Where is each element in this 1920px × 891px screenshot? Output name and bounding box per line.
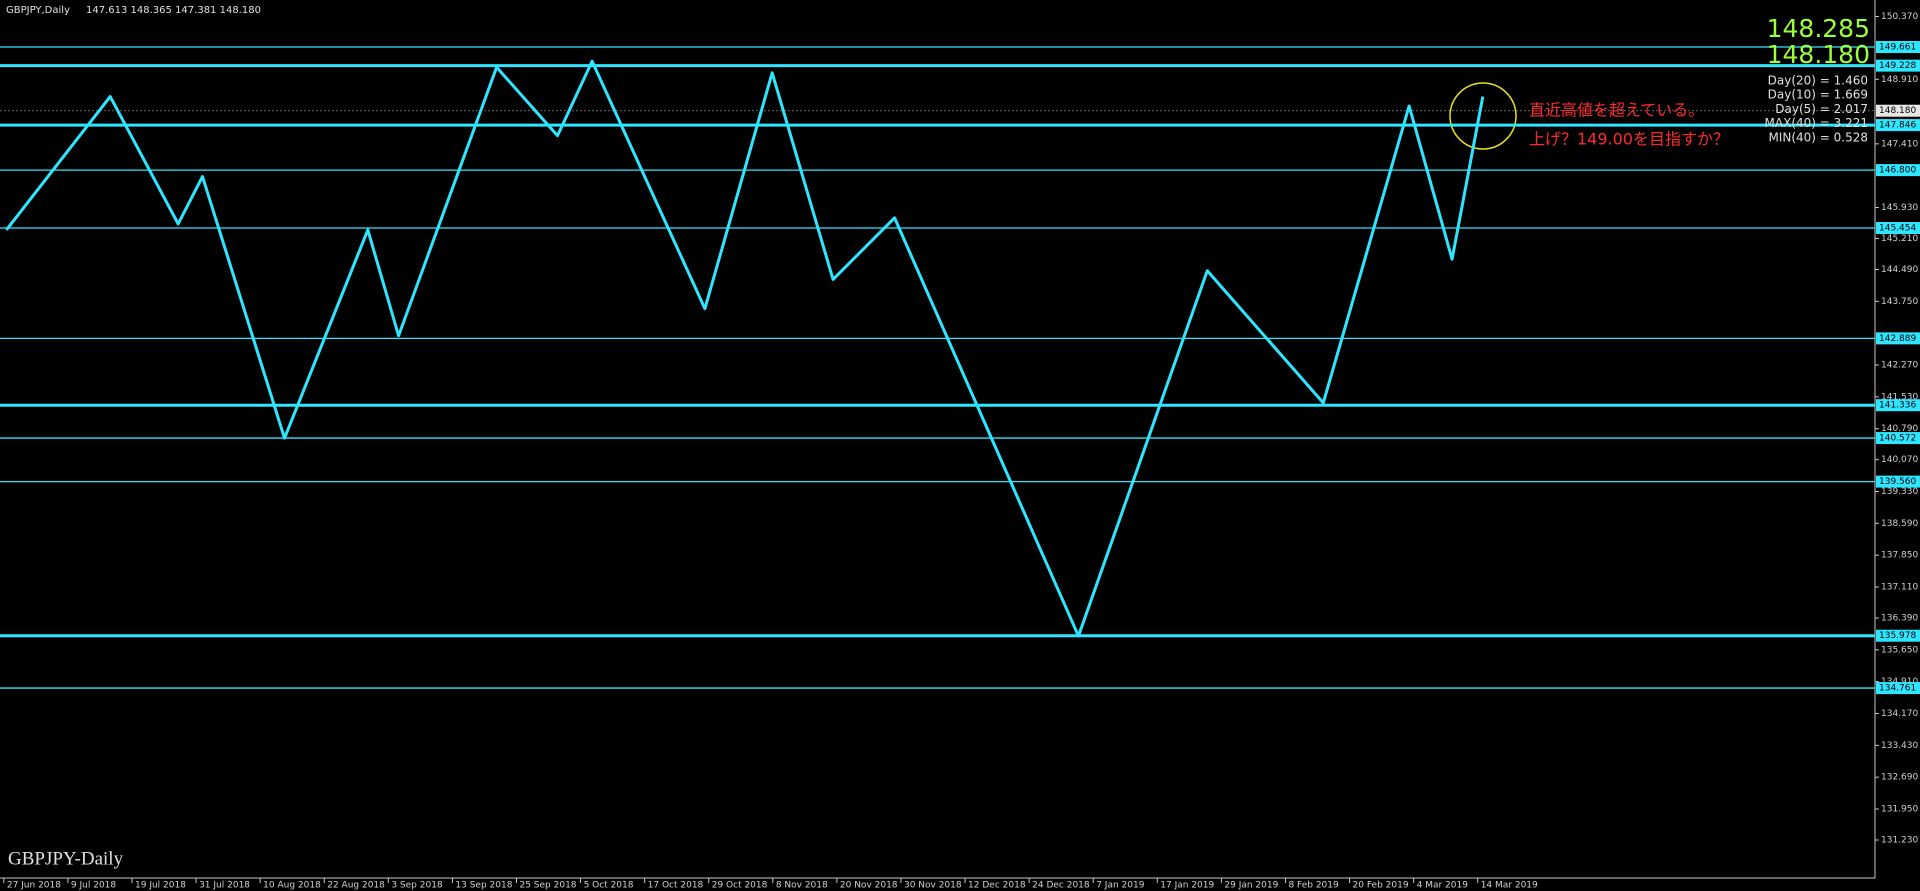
- y-tick-label: 134.170: [1881, 709, 1918, 719]
- level-label: 145.454: [1879, 224, 1916, 234]
- quote-price: 148.285: [1767, 14, 1870, 43]
- x-tick-label: 29 Jan 2019: [1224, 881, 1278, 891]
- volatility-stat: MAX(40) = 3.221: [1765, 116, 1868, 130]
- level-tag: [1876, 432, 1920, 445]
- quote-price: 148.180: [1767, 40, 1870, 69]
- y-tick-label: 147.410: [1881, 139, 1918, 149]
- highlight-circle: [1449, 82, 1517, 150]
- bid-label: 148.180: [1879, 106, 1916, 116]
- x-tick-label: 12 Dec 2018: [968, 881, 1026, 891]
- volatility-stat: Day(10) = 1.669: [1768, 88, 1868, 102]
- level-label: 149.228: [1879, 61, 1916, 71]
- level-label: 139.560: [1879, 477, 1916, 487]
- x-tick-label: 24 Dec 2018: [1032, 881, 1090, 891]
- volatility-stat: Day(20) = 1.460: [1768, 74, 1868, 88]
- x-tick-label: 9 Jul 2018: [71, 881, 116, 891]
- level-tag: [1876, 475, 1920, 488]
- x-tick-label: 25 Sep 2018: [519, 881, 576, 891]
- level-label: 147.846: [1879, 121, 1916, 131]
- level-tag: [1876, 629, 1920, 642]
- level-tag: [1876, 332, 1920, 345]
- y-tick-label: 133.430: [1881, 741, 1918, 751]
- level-label: 134.761: [1879, 684, 1916, 694]
- y-tick-label: 136.390: [1881, 613, 1918, 623]
- x-tick-label: 4 Mar 2019: [1417, 881, 1469, 891]
- y-tick-label: 132.690: [1881, 773, 1918, 783]
- y-tick-label: 143.750: [1881, 297, 1918, 307]
- volatility-stat: MIN(40) = 0.528: [1768, 130, 1868, 144]
- bid-tag: [1876, 104, 1920, 117]
- y-tick-label: 148.910: [1881, 75, 1918, 85]
- ohlc: 147.613 148.365 147.381 148.180: [86, 5, 261, 16]
- x-tick-label: 22 Aug 2018: [327, 881, 385, 891]
- level-tag: [1876, 59, 1920, 72]
- x-tick-label: 17 Oct 2018: [648, 881, 704, 891]
- y-tick-label: 140.790: [1881, 424, 1918, 434]
- level-label: 141.336: [1879, 401, 1916, 411]
- level-tag: [1876, 164, 1920, 177]
- volatility-stat: Day(5) = 2.017: [1775, 102, 1868, 116]
- y-tick-label: 145.210: [1881, 234, 1918, 244]
- level-label: 146.800: [1879, 166, 1916, 176]
- y-tick-label: 131.230: [1881, 836, 1918, 846]
- annotation: 上げ？149.00を目指すか？: [1529, 130, 1729, 149]
- y-tick-label: 138.590: [1881, 519, 1918, 529]
- y-tick-label: 135.650: [1881, 645, 1918, 655]
- x-tick-label: 17 Jan 2019: [1160, 881, 1214, 891]
- x-tick-label: 30 Nov 2018: [904, 881, 962, 891]
- level-tag: [1876, 399, 1920, 412]
- x-tick-label: 7 Jan 2019: [1096, 881, 1144, 891]
- x-tick-label: 29 Oct 2018: [712, 881, 768, 891]
- y-tick-label: 137.850: [1881, 551, 1918, 561]
- level-tag: [1876, 41, 1920, 54]
- level-tag: [1876, 222, 1920, 235]
- level-label: 135.978: [1879, 631, 1916, 641]
- x-tick-label: 27 Jun 2018: [7, 881, 61, 891]
- x-tick-label: 8 Nov 2018: [776, 881, 828, 891]
- x-tick-label: 5 Oct 2018: [584, 881, 634, 891]
- y-tick-label: 142.270: [1881, 361, 1918, 371]
- level-tag: [1876, 682, 1920, 695]
- level-label: 140.572: [1879, 434, 1916, 444]
- y-tick-label: 145.930: [1881, 203, 1918, 213]
- x-tick-label: 8 Feb 2019: [1288, 881, 1339, 891]
- y-tick-label: 140.070: [1881, 455, 1918, 465]
- level-tag: [1876, 119, 1920, 132]
- y-tick-label: 144.490: [1881, 265, 1918, 275]
- x-tick-label: 20 Nov 2018: [840, 881, 898, 891]
- y-tick-label: 141.530: [1881, 392, 1918, 402]
- x-tick-label: 31 Jul 2018: [199, 881, 250, 891]
- x-tick-label: 20 Feb 2019: [1353, 881, 1409, 891]
- x-tick-label: 13 Sep 2018: [455, 881, 512, 891]
- level-label: 149.661: [1879, 43, 1916, 53]
- level-label: 142.889: [1879, 334, 1916, 344]
- annotation: 直近高値を超えている。: [1529, 101, 1704, 120]
- y-tick-label: 131.950: [1881, 805, 1918, 815]
- x-tick-label: 19 Jul 2018: [135, 881, 186, 891]
- y-tick-label: 137.110: [1881, 583, 1918, 593]
- x-tick-label: 3 Sep 2018: [391, 881, 443, 891]
- y-tick-label: 150.370: [1881, 12, 1918, 22]
- symbol-title: GBPJPY,Daily: [6, 5, 70, 16]
- x-tick-label: 14 Mar 2019: [1481, 881, 1538, 891]
- watermark: GBPJPY-Daily: [8, 848, 124, 869]
- x-tick-label: 10 Aug 2018: [263, 881, 321, 891]
- y-tick-label: 139.330: [1881, 487, 1918, 497]
- zigzag-line: [5, 59, 1485, 638]
